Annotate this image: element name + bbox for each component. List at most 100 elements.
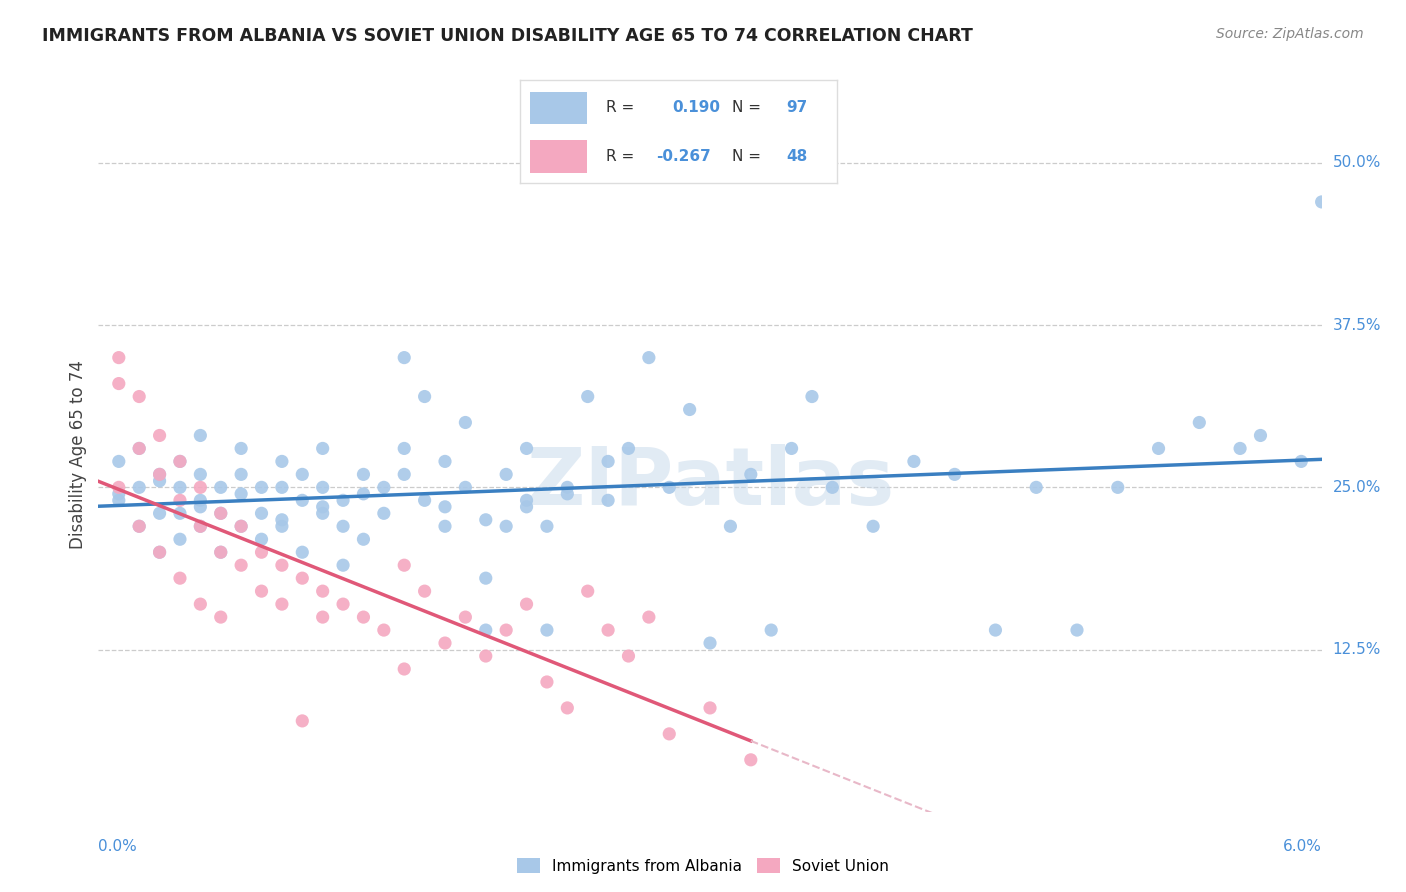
Point xyxy=(392,662,416,676)
FancyBboxPatch shape xyxy=(530,140,586,173)
Point xyxy=(231,442,253,456)
Point xyxy=(862,519,884,533)
Point xyxy=(617,442,640,456)
Point xyxy=(352,487,374,501)
Point xyxy=(188,493,212,508)
Point xyxy=(108,454,131,468)
Point xyxy=(780,442,803,456)
Point xyxy=(188,519,212,533)
Point xyxy=(169,506,191,520)
Point xyxy=(474,623,498,637)
Point xyxy=(598,623,620,637)
Text: N =: N = xyxy=(733,101,761,115)
Point xyxy=(1229,442,1251,456)
Point xyxy=(373,480,395,494)
Point xyxy=(413,584,436,599)
Point xyxy=(373,623,395,637)
Text: 97: 97 xyxy=(786,101,807,115)
Point xyxy=(474,648,498,663)
Point xyxy=(250,533,273,547)
Point xyxy=(617,648,640,663)
Point xyxy=(555,480,579,494)
Point xyxy=(943,467,966,482)
Point xyxy=(1188,416,1211,430)
Point xyxy=(270,454,292,468)
Point xyxy=(516,500,538,514)
Point xyxy=(291,493,314,508)
Point xyxy=(209,545,232,559)
Text: 0.190: 0.190 xyxy=(672,101,720,115)
Text: 12.5%: 12.5% xyxy=(1333,642,1381,657)
Point xyxy=(1147,442,1170,456)
Point xyxy=(270,597,292,611)
Point xyxy=(149,506,172,520)
Point xyxy=(108,480,131,494)
Point xyxy=(474,513,498,527)
Point xyxy=(1249,428,1271,442)
Point xyxy=(392,558,416,573)
Point xyxy=(1107,480,1129,494)
Point xyxy=(291,467,314,482)
Point xyxy=(169,454,191,468)
Text: ZIPatlas: ZIPatlas xyxy=(526,444,894,523)
Point xyxy=(169,454,191,468)
Point xyxy=(536,623,558,637)
Point xyxy=(352,610,374,624)
Text: R =: R = xyxy=(606,149,634,164)
Point xyxy=(250,506,273,520)
Point xyxy=(209,506,232,520)
Point xyxy=(598,493,620,508)
Point xyxy=(209,610,232,624)
Text: N =: N = xyxy=(733,149,761,164)
Point xyxy=(454,480,477,494)
Point xyxy=(536,519,558,533)
Point xyxy=(311,500,335,514)
Point xyxy=(188,467,212,482)
Point xyxy=(149,467,172,482)
Point xyxy=(740,467,762,482)
Point xyxy=(1289,454,1312,468)
Point xyxy=(270,558,292,573)
Point xyxy=(169,493,191,508)
Point xyxy=(231,467,253,482)
Point xyxy=(658,480,681,494)
Text: IMMIGRANTS FROM ALBANIA VS SOVIET UNION DISABILITY AGE 65 TO 74 CORRELATION CHAR: IMMIGRANTS FROM ALBANIA VS SOVIET UNION … xyxy=(42,27,973,45)
Point xyxy=(149,428,172,442)
Point xyxy=(270,480,292,494)
Point xyxy=(291,714,314,728)
Point xyxy=(311,442,335,456)
Text: 25.0%: 25.0% xyxy=(1333,480,1381,495)
Point xyxy=(128,519,150,533)
Legend: Immigrants from Albania, Soviet Union: Immigrants from Albania, Soviet Union xyxy=(510,852,896,880)
Point xyxy=(576,584,599,599)
Point xyxy=(1025,480,1047,494)
Point xyxy=(128,519,150,533)
Point xyxy=(311,480,335,494)
Text: 6.0%: 6.0% xyxy=(1282,839,1322,855)
Point xyxy=(209,480,232,494)
Point xyxy=(149,474,172,488)
Point xyxy=(433,454,456,468)
Point xyxy=(108,376,131,391)
Point xyxy=(188,480,212,494)
Point xyxy=(209,545,232,559)
Point xyxy=(392,351,416,365)
Point xyxy=(128,390,150,404)
Point xyxy=(188,519,212,533)
Point xyxy=(699,636,721,650)
Point xyxy=(555,487,579,501)
Point xyxy=(821,480,844,494)
Point xyxy=(149,545,172,559)
Point xyxy=(903,454,925,468)
Point xyxy=(108,493,131,508)
Point xyxy=(516,493,538,508)
Point xyxy=(433,500,456,514)
Point xyxy=(516,442,538,456)
Point xyxy=(433,636,456,650)
Point xyxy=(311,610,335,624)
Point xyxy=(516,597,538,611)
Point xyxy=(128,442,150,456)
Point xyxy=(413,493,436,508)
Text: 50.0%: 50.0% xyxy=(1333,155,1381,170)
Point xyxy=(332,558,354,573)
